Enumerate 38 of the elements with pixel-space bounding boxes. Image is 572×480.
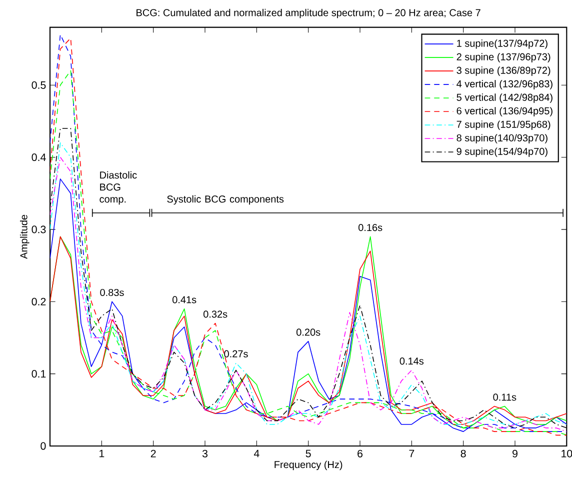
x-tick-label: 2 [150, 450, 156, 458]
x-axis-title: Frequency (Hz) [274, 460, 342, 470]
legend-label: 7 supine (151/95p68) [456, 120, 550, 130]
annotation: Diastolic BCG comp. [100, 171, 137, 205]
y-tick-label: 0 [40, 442, 46, 450]
y-axis-title: Amplitude [20, 214, 30, 259]
annotation: 0.41s [172, 296, 196, 304]
x-tick-label: 1 [100, 450, 104, 458]
legend-label: 4 vertical (132/96p83) [456, 80, 552, 90]
annotation: 0.20s [296, 328, 320, 336]
annotation: 0.14s [400, 358, 424, 365]
annotation: 0.32s [204, 310, 228, 318]
annotation: 0.27s [224, 350, 248, 358]
legend-label: 9 supine(154/94p70) [456, 148, 548, 157]
annotation: 0.83s [100, 288, 124, 296]
legend-label: 6 vertical (136/94p95) [456, 107, 552, 116]
y-tick-label: 0.2 [32, 298, 46, 306]
legend-label: 3 supine (136/89p72) [456, 66, 550, 76]
annotation: 0.11s [493, 394, 516, 401]
y-tick-label: 0.1 [32, 370, 46, 378]
annotation: Systolic BCG components [167, 195, 284, 205]
x-tick-label: 10 [562, 450, 572, 458]
legend-label: 2 supine (137/96p73) [456, 53, 550, 62]
chart-title: BCG: Cumulated and normalized amplitude spectrum; 0 – 20 Hz area; Case 7 [136, 8, 480, 18]
y-tick-label: 0.5 [32, 81, 46, 89]
annotation: 0.16s [358, 224, 382, 232]
y-tick-label: 0.4 [32, 154, 46, 162]
legend-label: 8 supine(140/93p70) [456, 134, 548, 144]
legend-label: 1 supine(137/94p72) [457, 40, 548, 49]
x-tick-label: 8 [460, 450, 466, 458]
x-tick-label: 5 [306, 450, 311, 458]
x-tick-label: 3 [202, 450, 208, 458]
legend-label: 5 vertical (142/98p84) [456, 94, 552, 103]
x-tick-label: 4 [254, 450, 260, 458]
x-tick-label: 7 [409, 450, 414, 458]
x-tick-label: 9 [512, 450, 518, 458]
x-tick-label: 6 [358, 450, 362, 458]
y-tick-label: 0.3 [32, 226, 46, 234]
